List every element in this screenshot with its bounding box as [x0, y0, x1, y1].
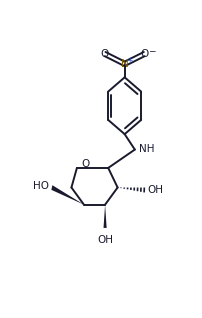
Text: OH: OH [97, 235, 113, 245]
Text: NH: NH [139, 144, 154, 154]
Text: OH: OH [147, 185, 163, 195]
Text: N: N [121, 59, 128, 69]
Text: O: O [101, 49, 109, 59]
Text: +: + [126, 56, 133, 65]
Polygon shape [104, 205, 107, 228]
Polygon shape [51, 185, 84, 205]
Text: HO: HO [33, 181, 49, 191]
Text: O: O [81, 159, 90, 169]
Text: O: O [140, 49, 149, 59]
Text: −: − [147, 47, 155, 56]
